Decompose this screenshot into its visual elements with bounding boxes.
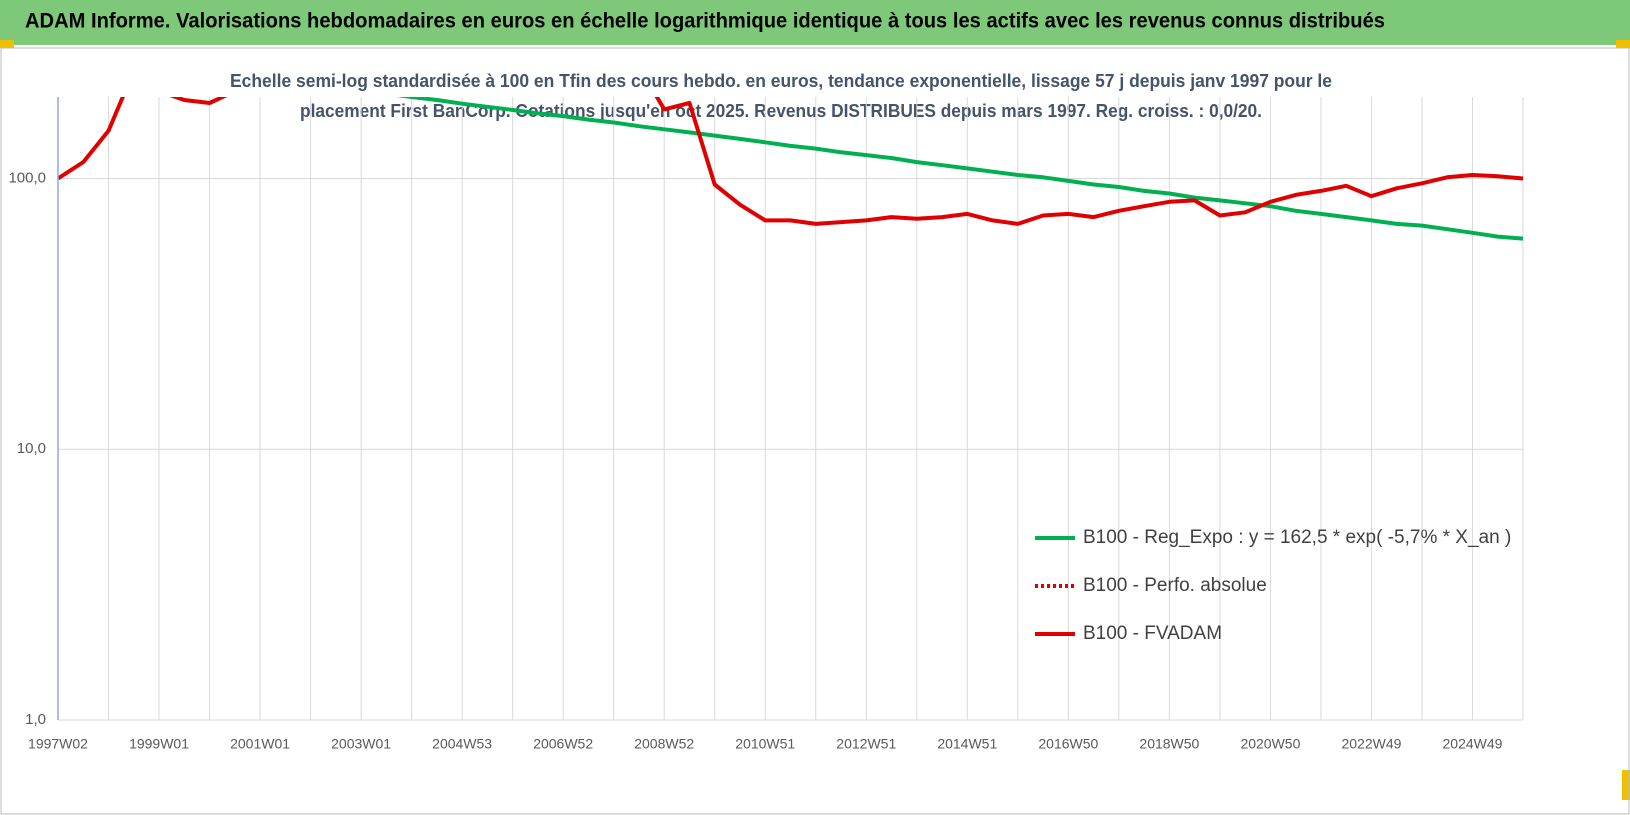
y-tick-label: 1,0 <box>25 711 46 728</box>
line-series <box>58 97 1524 226</box>
x-tick-label: 2006W52 <box>533 736 593 752</box>
corner-marker <box>1616 40 1630 48</box>
frame <box>0 47 1630 815</box>
legend-label: B100 - FVADAM <box>1083 623 1222 644</box>
x-tick-label: 2012W51 <box>836 736 896 752</box>
x-tick-label: 2018W50 <box>1139 736 1199 752</box>
corner-marker <box>0 40 14 48</box>
header-banner <box>0 0 1630 45</box>
x-tick-label: 1999W01 <box>129 736 189 752</box>
x-tick-label: 2016W50 <box>1038 736 1098 752</box>
y-tick-label: 10,0 <box>17 440 46 457</box>
legend: B100 - Reg_Expo : y = 162,5 * exp( -5,7%… <box>1035 527 1511 644</box>
plot-area <box>58 97 1524 241</box>
x-tick-label: 2024W49 <box>1443 736 1503 752</box>
corner-marker <box>1622 770 1630 800</box>
x-tick-label: 2022W49 <box>1341 736 1401 752</box>
x-tick-label: 2001W01 <box>230 736 290 752</box>
legend-label: B100 - Reg_Expo : y = 162,5 * exp( -5,7%… <box>1083 527 1511 548</box>
x-tick-label: 2020W50 <box>1240 736 1300 752</box>
chart-subtitle: Echelle semi-log standardisée à 100 en T… <box>230 71 1332 91</box>
x-tick-label: 2008W52 <box>634 736 694 752</box>
chart-subtitle: placement First BanCorp. Cotations jusqu… <box>300 101 1262 121</box>
x-tick-label: 2014W51 <box>937 736 997 752</box>
x-tick-label: 2004W53 <box>432 736 492 752</box>
x-tick-label: 2003W01 <box>331 736 391 752</box>
legend-label: B100 - Perfo. absolue <box>1083 575 1267 596</box>
y-tick-label: 100,0 <box>8 169 46 186</box>
x-tick-label: 1997W02 <box>28 736 88 752</box>
chart-title: ADAM Informe. Valorisations hebdomadaire… <box>25 10 1385 33</box>
line-series <box>397 97 1524 241</box>
x-tick-label: 2010W51 <box>735 736 795 752</box>
